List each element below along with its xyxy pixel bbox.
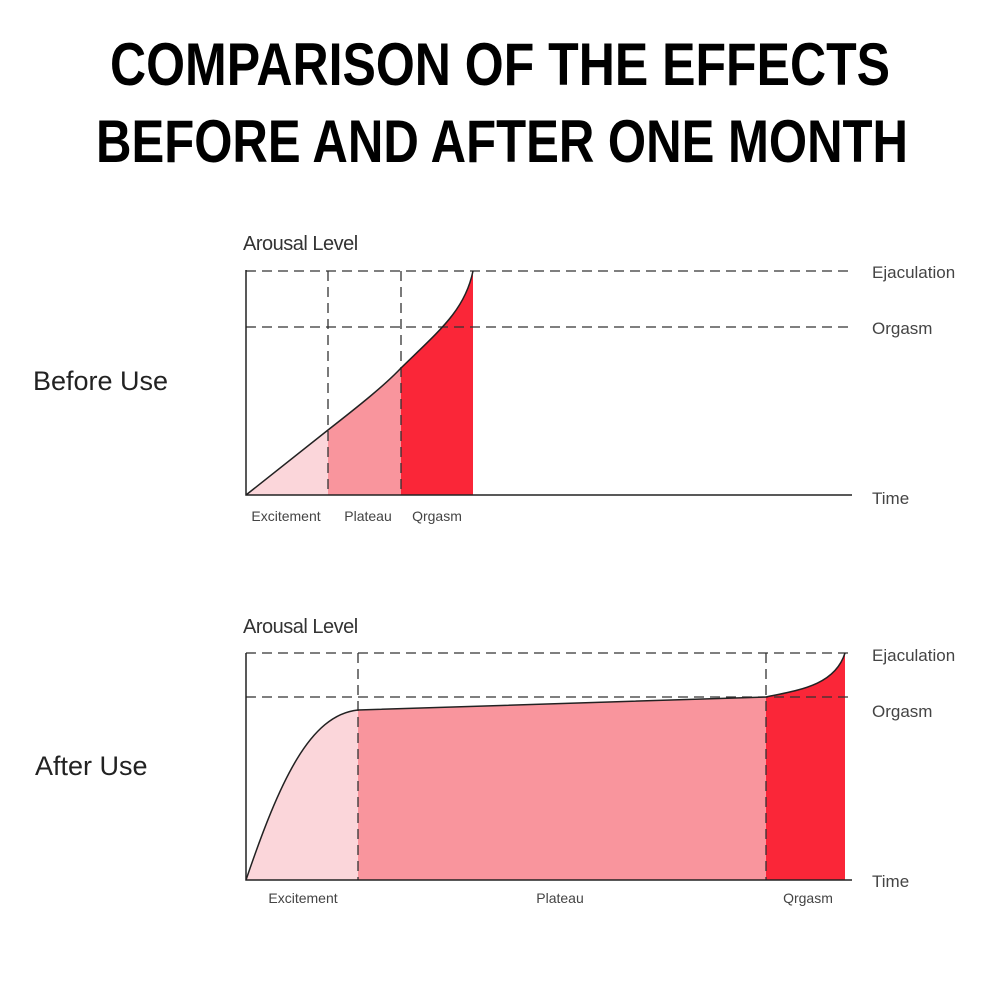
level-label: Orgasm [872, 319, 932, 338]
y-axis-title: Arousal Level [243, 616, 358, 638]
area [246, 653, 845, 880]
excitement-area [246, 271, 328, 495]
orgasm-area [766, 653, 845, 880]
arousal-curve [245, 270, 474, 496]
y-axis-title: Arousal Level [243, 233, 358, 255]
phase-label: Qrgasm [412, 508, 462, 524]
area [246, 271, 473, 495]
level-label: Ejaculation [872, 646, 955, 665]
plateau-area [328, 271, 401, 495]
x-axis-title: Time [872, 872, 909, 891]
phase-label: Qrgasm [783, 890, 833, 906]
x-axis-title: Time [872, 489, 909, 508]
phase-label: Excitement [251, 508, 320, 524]
panel-label: Before Use [33, 366, 168, 396]
axes [245, 653, 852, 881]
before-panel: Before Use Arousal Level Ejaculation Org… [33, 233, 955, 524]
phase-label: Excitement [268, 890, 337, 906]
panel-label: After Use [35, 751, 148, 781]
level-label: Orgasm [872, 702, 932, 721]
level-label: Ejaculation [872, 263, 955, 282]
arousal-curve [245, 652, 846, 881]
phase-label: Plateau [344, 508, 391, 524]
title-line: BEFORE AND AFTER ONE MONTH [96, 108, 908, 175]
plateau-area [358, 653, 766, 880]
phase-label: Plateau [536, 890, 583, 906]
title-line: COMPARISON OF THE EFFECTS [110, 31, 890, 98]
axes [245, 270, 852, 496]
excitement-area [246, 653, 358, 880]
after-panel: After Use Arousal Level Ejaculation Orga… [35, 616, 955, 906]
orgasm-area [401, 271, 473, 495]
